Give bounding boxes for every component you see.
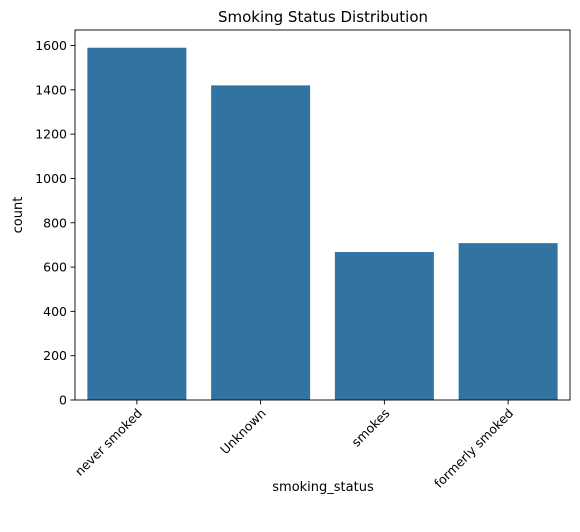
x-tick-label: Unknown — [217, 406, 269, 458]
x-axis-label: smoking_status — [272, 480, 374, 495]
x-tick-label: smokes — [348, 406, 392, 450]
y-axis-label: count — [11, 197, 26, 234]
y-axis-ticks: 0 200 400 600 800 1000 1200 1400 1600 — [35, 38, 75, 407]
y-tick-label: 600 — [43, 260, 67, 275]
x-tick-label: formerly smoked — [431, 406, 516, 491]
bars-group — [87, 48, 557, 400]
y-tick-label: 800 — [43, 215, 67, 230]
y-tick-label: 400 — [43, 304, 67, 319]
bar-smokes — [335, 252, 434, 400]
x-tick-label: never smoked — [72, 406, 145, 479]
y-tick-label: 1200 — [35, 127, 67, 142]
y-tick-label: 1000 — [35, 171, 67, 186]
y-tick-label: 1400 — [35, 82, 67, 97]
chart-title: Smoking Status Distribution — [218, 8, 428, 26]
x-axis-ticks: never smoked Unknown smokes formerly smoked — [72, 400, 516, 491]
y-tick-label: 200 — [43, 348, 67, 363]
bar-formerly-smoked — [459, 243, 558, 400]
y-tick-label: 1600 — [35, 38, 67, 53]
bar-unknown — [211, 85, 310, 400]
y-tick-label: 0 — [59, 393, 67, 408]
bar-never-smoked — [87, 48, 186, 400]
